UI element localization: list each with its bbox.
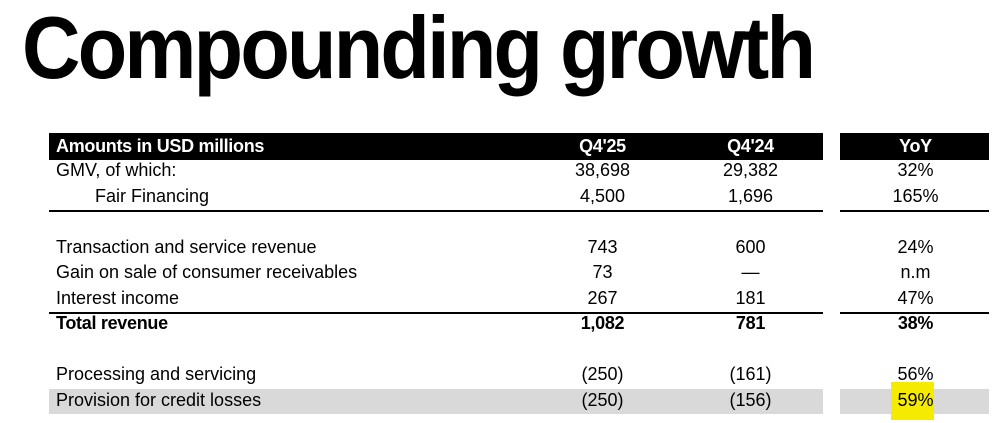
row-label: Processing and servicing	[56, 364, 257, 384]
header-q4-25: Q4'25	[579, 136, 626, 156]
cell-q4-25: 1,082	[580, 313, 625, 333]
cell-q4-25: (250)	[581, 390, 624, 410]
cell-q4-25: (250)	[581, 364, 624, 384]
cell-yoy: n.m	[900, 262, 931, 282]
cell-yoy: 56%	[897, 364, 934, 384]
row-label-total: Total revenue	[56, 313, 168, 333]
row-label: Provision for credit losses	[56, 390, 262, 410]
cell-q4-25: 73	[592, 262, 613, 282]
highlight-marker	[891, 382, 934, 420]
cell-q4-24: 600	[735, 237, 766, 257]
row-label: GMV, of which:	[56, 160, 177, 180]
table-header-bar	[49, 133, 823, 160]
divider	[840, 210, 989, 212]
header-label: Amounts in USD millions	[56, 136, 265, 156]
page-title: Compounding growth	[22, 0, 816, 97]
divider	[49, 210, 823, 212]
cell-q4-24: 781	[735, 313, 766, 333]
cell-q4-24: (156)	[729, 390, 772, 410]
shaded-row-bg	[49, 389, 823, 414]
cell-yoy: 165%	[892, 186, 939, 206]
cell-q4-24: (161)	[729, 364, 772, 384]
cell-q4-25: 743	[587, 237, 618, 257]
cell-yoy: 32%	[897, 160, 934, 180]
header-yoy: YoY	[899, 136, 932, 156]
yoy-header-bar	[840, 133, 989, 160]
cell-yoy: 59%	[897, 390, 934, 410]
cell-q4-24: 29,382	[722, 160, 779, 180]
cell-yoy: 24%	[897, 237, 934, 257]
row-label: Gain on sale of consumer receivables	[56, 262, 358, 282]
cell-q4-25: 38,698	[574, 160, 631, 180]
cell-q4-25: 4,500	[579, 186, 626, 206]
cell-q4-24: 181	[735, 288, 766, 308]
cell-q4-24: 1,696	[727, 186, 774, 206]
cell-yoy: 47%	[897, 288, 934, 308]
header-q4-24: Q4'24	[727, 136, 774, 156]
divider	[840, 312, 989, 314]
row-label: Interest income	[56, 288, 180, 308]
row-label: Fair Financing	[95, 186, 210, 206]
cell-yoy: 38%	[897, 313, 934, 333]
cell-q4-24: —	[741, 262, 760, 282]
cell-q4-25: 267	[587, 288, 618, 308]
row-label: Transaction and service revenue	[56, 237, 317, 257]
divider	[49, 312, 823, 314]
